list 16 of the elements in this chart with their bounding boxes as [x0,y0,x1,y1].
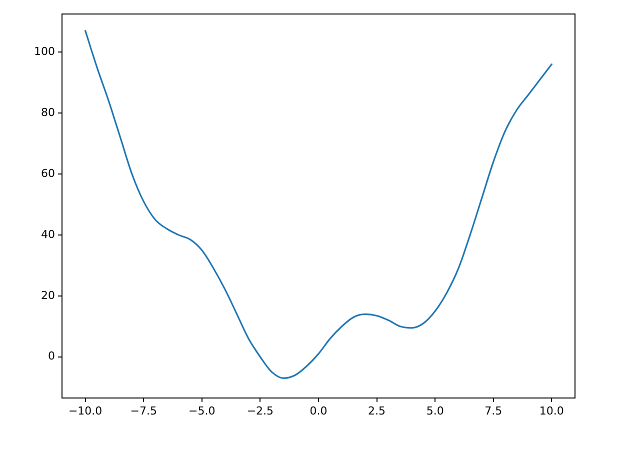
x-tick-label: 2.5 [368,404,386,418]
x-tick-label: −2.5 [246,404,274,418]
y-tick-label: 40 [41,228,55,241]
x-tick-label: −7.5 [130,404,157,418]
y-tick-label: 20 [41,288,55,302]
y-tick-label: 100 [34,44,55,58]
line-series [84,30,552,379]
x-tick-label: 5.0 [426,404,444,418]
y-tick-label: 80 [41,106,55,119]
x-tick-label: 7.5 [484,404,502,418]
x-tick-label: 0.0 [310,404,328,418]
x-tick-label: 10.0 [539,404,564,418]
x-tick-label: −5.0 [188,404,216,418]
y-tick-label: 60 [41,166,55,180]
x-tick-label: −10.0 [68,404,102,418]
y-tick-label: 0 [48,350,55,363]
